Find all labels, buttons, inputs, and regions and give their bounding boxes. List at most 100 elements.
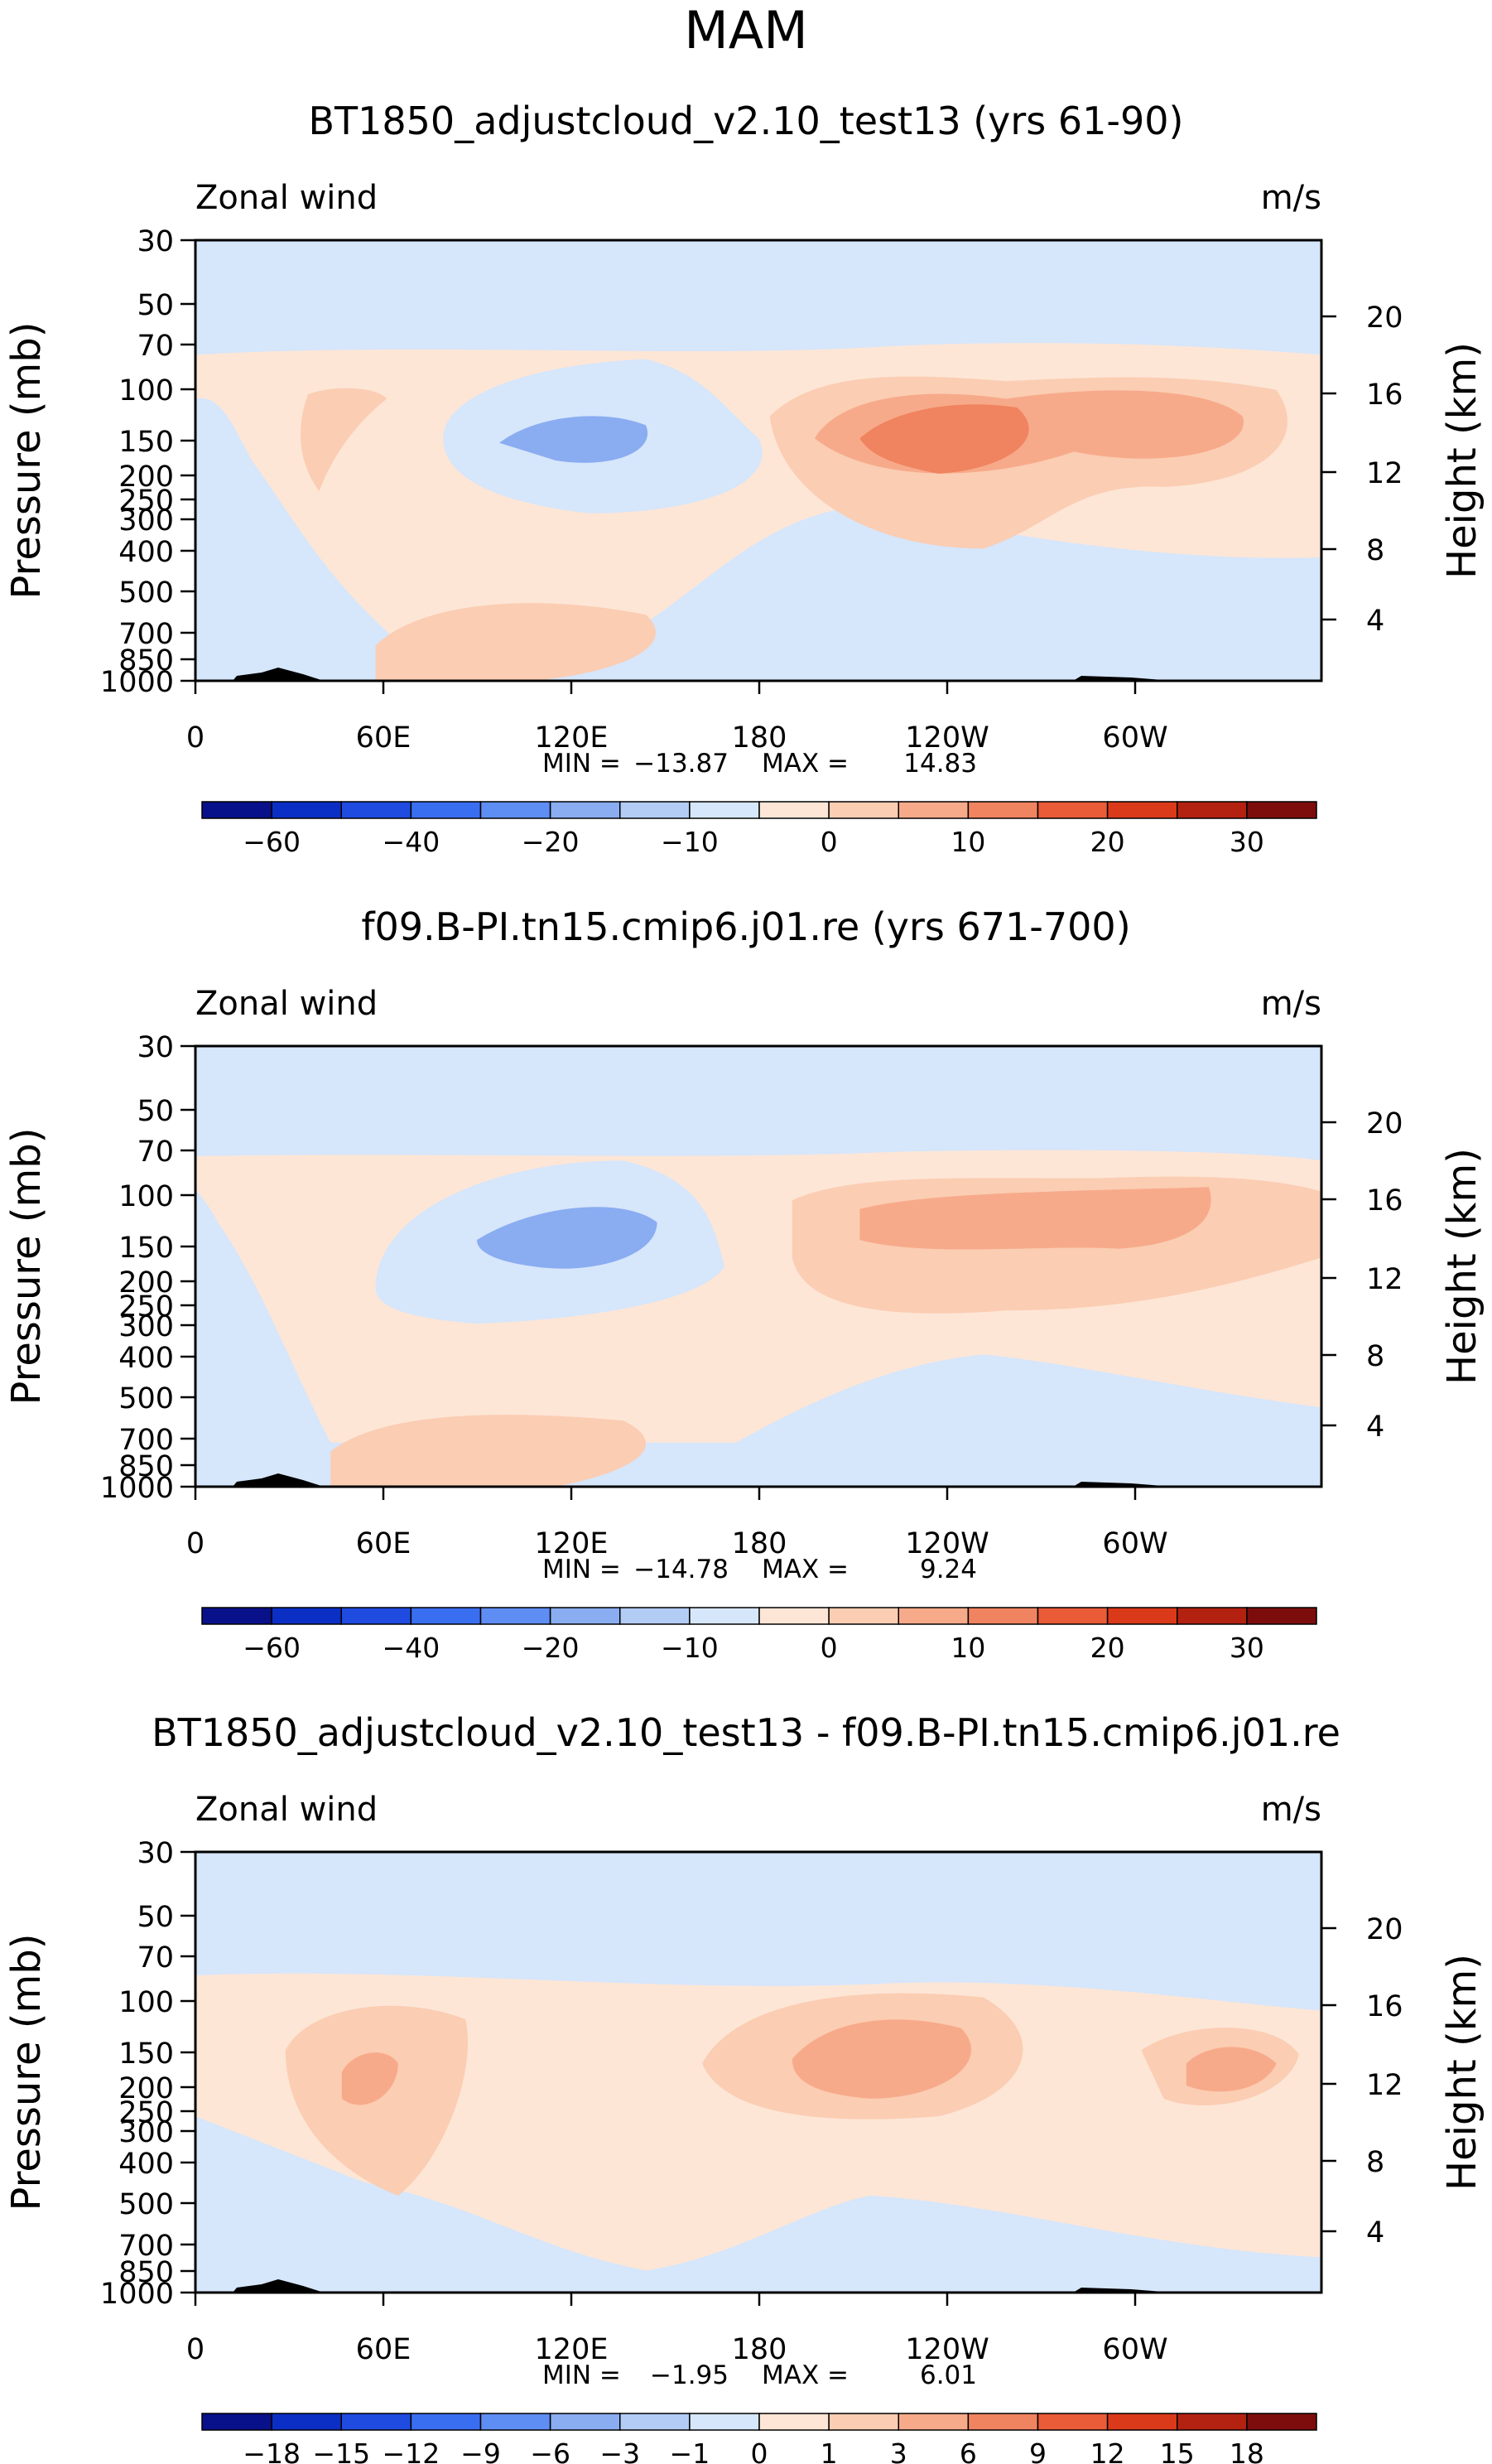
colorbar-label: 10 xyxy=(951,826,985,858)
x-tick-label: 60E xyxy=(356,2333,412,2366)
contour-region-4 xyxy=(301,388,387,492)
y-tick-label: 50 xyxy=(137,1095,174,1128)
panel-1: BT1850_adjustcloud_v2.10_test13 (yrs 61-… xyxy=(3,99,1485,858)
y-tick-label: 70 xyxy=(137,1136,174,1169)
colorbar-swatch xyxy=(1177,1607,1248,1625)
y-tick-label: 400 xyxy=(118,1342,174,1375)
colorbar-swatch xyxy=(479,2413,551,2431)
height-tick-label: 12 xyxy=(1366,2069,1403,2102)
height-tick-label: 8 xyxy=(1366,1340,1384,1373)
colorbar-swatch xyxy=(758,1607,830,1625)
y-axis-title: Pressure (mb) xyxy=(3,322,50,600)
colorbar-swatch xyxy=(1177,2413,1248,2431)
y-tick-label: 700 xyxy=(118,1424,174,1457)
colorbar-label: −9 xyxy=(460,2437,501,2464)
panel-title: f09.B-PI.tn15.cmip6.j01.re (yrs 671-700) xyxy=(361,904,1130,949)
y-tick-label: 200 xyxy=(118,2072,174,2105)
contour-region-5 xyxy=(375,603,656,681)
colorbar: −18 −15 −12 −9 −6 −3 −1 0 1 3 6 9 12 15 18 xyxy=(201,2413,1317,2464)
colorbar-swatch xyxy=(479,801,551,819)
colorbar-label: 15 xyxy=(1160,2437,1195,2464)
x-tick-label: 60W xyxy=(1102,1527,1167,1560)
colorbar-swatch xyxy=(201,801,272,819)
x-tick-label: 0 xyxy=(186,721,205,755)
colorbar-swatch xyxy=(967,2413,1039,2431)
x-tick-label: 120W xyxy=(905,2333,989,2366)
max-value: 6.01 xyxy=(920,2360,977,2390)
y-tick-label: 400 xyxy=(118,536,174,569)
panel-2: f09.B-PI.tn15.cmip6.j01.re (yrs 671-700)… xyxy=(3,904,1485,1664)
colorbar-swatch xyxy=(1177,801,1248,819)
colorbar: −60 −40 −20 −10 0 10 20 30 xyxy=(201,1607,1317,1664)
colorbar-label: −6 xyxy=(530,2437,570,2464)
colorbar-swatch xyxy=(201,1607,272,1625)
y-tick-label: 150 xyxy=(118,426,174,459)
colorbar-swatch xyxy=(271,801,342,819)
colorbar-swatch xyxy=(410,2413,482,2431)
y-axis-right-title: Height (km) xyxy=(1439,1954,1485,2191)
colorbar-swatch xyxy=(689,2413,760,2431)
colorbar-swatch xyxy=(549,1607,621,1625)
topography-asia xyxy=(233,1473,324,1487)
y-tick-label: 100 xyxy=(118,374,174,407)
page-title: MAM xyxy=(684,0,807,60)
colorbar-label: 6 xyxy=(960,2437,977,2464)
contour-region-7 xyxy=(1186,2047,1277,2092)
contour-region-3 xyxy=(477,1207,657,1269)
y-tick-label: 500 xyxy=(118,576,174,610)
variable-label: Zonal wind xyxy=(195,179,378,217)
x-tick-label: 60E xyxy=(356,1527,412,1560)
colorbar-label: −40 xyxy=(383,1632,440,1664)
y-tick-label: 850 xyxy=(118,1450,174,1483)
colorbar-swatch xyxy=(828,2413,899,2431)
contour-region-5 xyxy=(792,2019,971,2099)
y-tick-label: 300 xyxy=(118,2116,174,2149)
min-label: MIN = xyxy=(542,749,621,779)
x-tick-label: 0 xyxy=(186,1527,205,1560)
y-tick-label: 150 xyxy=(118,2037,174,2071)
colorbar-label: −3 xyxy=(599,2437,640,2464)
colorbar-swatch xyxy=(1037,2413,1109,2431)
colorbar-label: −18 xyxy=(243,2437,301,2464)
colorbar-label: 0 xyxy=(821,1632,838,1664)
colorbar-label: −10 xyxy=(661,1632,719,1664)
colorbar-label: 20 xyxy=(1090,1632,1125,1664)
x-tick-label: 120E xyxy=(535,1527,609,1560)
colorbar-swatch xyxy=(828,801,899,819)
panel-title: BT1850_adjustcloud_v2.10_test13 - f09.B-… xyxy=(152,1710,1340,1755)
colorbar-swatch xyxy=(619,801,691,819)
y-tick-label: 700 xyxy=(118,618,174,651)
y-tick-label: 100 xyxy=(118,1180,174,1213)
y-tick-label: 30 xyxy=(137,225,174,258)
y-tick-label: 200 xyxy=(118,1266,174,1300)
max-label: MAX = xyxy=(762,749,849,779)
colorbar-label: 20 xyxy=(1090,826,1125,858)
colorbar-label: −60 xyxy=(243,826,301,858)
y-tick-label: 70 xyxy=(137,1941,174,1975)
colorbar-swatch xyxy=(1246,1607,1317,1625)
contour-region-1 xyxy=(195,1973,1321,2271)
y-tick-label: 150 xyxy=(118,1232,174,1265)
colorbar-swatch xyxy=(758,801,830,819)
units-label: m/s xyxy=(1261,1791,1321,1829)
contour-region-2 xyxy=(285,2005,469,2196)
height-tick-label: 4 xyxy=(1366,605,1384,638)
x-tick-label: 60W xyxy=(1102,721,1167,755)
colorbar-swatch xyxy=(898,801,970,819)
colorbar-label: −20 xyxy=(522,1632,580,1664)
y-tick-label: 200 xyxy=(118,460,174,494)
min-label: MIN = xyxy=(542,1555,621,1584)
colorbar-label: −20 xyxy=(522,826,580,858)
y-tick-label: 300 xyxy=(118,504,174,538)
colorbar-swatch xyxy=(1106,2413,1178,2431)
variable-label: Zonal wind xyxy=(195,1791,378,1829)
y-tick-label: 30 xyxy=(137,1031,174,1064)
x-tick-label: 60W xyxy=(1102,2333,1167,2366)
colorbar-label: 30 xyxy=(1230,1632,1264,1664)
colorbar-swatch xyxy=(1037,801,1109,819)
colorbar-label: 0 xyxy=(751,2437,768,2464)
panels-container: BT1850_adjustcloud_v2.10_test13 (yrs 61-… xyxy=(3,99,1485,2464)
height-tick-label: 16 xyxy=(1366,1990,1403,2023)
colorbar-swatch xyxy=(271,1607,342,1625)
panel-title: BT1850_adjustcloud_v2.10_test13 (yrs 61-… xyxy=(308,99,1183,143)
